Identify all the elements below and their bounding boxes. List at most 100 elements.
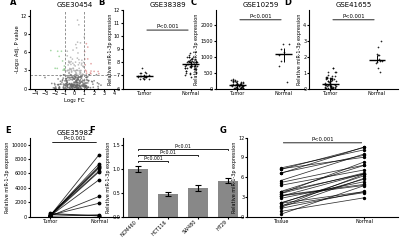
Point (76, 58, 82, 62)
Point (46, 214, 53, 218)
Point (333, 79, 339, 83)
Text: P<0.001: P<0.001 (63, 136, 86, 141)
Point (186, 72, 193, 75)
Point (55, 83, 62, 86)
Point (82, 86, 89, 89)
Point (135, 74, 141, 78)
Point (278, 59, 284, 63)
Point (330, 66, 336, 69)
Point (361, 190, 368, 193)
Point (62, 84, 68, 88)
Point (71, 82, 77, 86)
Point (46, 214, 53, 218)
Point (61, 87, 67, 90)
Point (66, 86, 72, 90)
Point (74, 69, 80, 72)
Point (325, 79, 332, 83)
Point (82, 50, 88, 54)
Point (80, 73, 86, 77)
Point (137, 77, 144, 81)
Point (236, 84, 243, 88)
Point (361, 148, 368, 152)
Point (62, 83, 68, 87)
Point (76, 84, 82, 87)
Point (240, 81, 246, 85)
Point (83, 75, 89, 79)
Point (63, 82, 70, 86)
Point (80, 83, 86, 87)
Point (191, 50, 198, 54)
Point (59, 79, 66, 82)
Point (77, 82, 83, 86)
Point (361, 163, 368, 167)
Point (79, 80, 86, 84)
Point (69, 57, 76, 61)
Point (328, 86, 334, 90)
Point (228, 83, 235, 86)
Point (61, 73, 67, 77)
Point (277, 205, 284, 209)
Point (72, 85, 79, 89)
Text: P<0.001: P<0.001 (342, 14, 365, 19)
Point (71, 83, 78, 87)
Point (66, 71, 72, 74)
Point (332, 69, 339, 73)
Point (71, 69, 77, 72)
Point (76, 85, 83, 89)
Point (84, 87, 90, 90)
Point (325, 80, 332, 84)
Point (73, 71, 80, 75)
Point (69, 83, 75, 87)
Title: GSE30454: GSE30454 (56, 2, 93, 8)
Point (68, 76, 74, 80)
Point (328, 85, 334, 89)
Text: F: F (90, 126, 95, 135)
Title: GSE35982: GSE35982 (56, 130, 93, 136)
Point (190, 64, 197, 68)
Point (96, 194, 102, 198)
Title: GSE41655: GSE41655 (335, 2, 372, 8)
Point (141, 74, 148, 78)
Point (71, 82, 77, 86)
Point (187, 61, 193, 64)
Point (361, 153, 368, 157)
Point (56, 86, 63, 90)
Point (361, 172, 368, 176)
Point (143, 71, 150, 75)
Point (64, 77, 70, 81)
Point (67, 67, 74, 71)
Text: E: E (5, 126, 11, 135)
Point (187, 51, 194, 55)
Point (78, 86, 85, 90)
Point (333, 84, 339, 88)
Point (277, 181, 284, 184)
Point (46, 215, 53, 218)
Point (76, 75, 82, 79)
Point (81, 79, 88, 82)
Point (54, 83, 61, 87)
Point (79, 79, 85, 83)
Point (80, 65, 87, 69)
Point (61, 84, 67, 88)
Point (322, 83, 328, 87)
Point (74, 81, 80, 84)
Point (361, 180, 368, 183)
Point (361, 145, 368, 149)
Point (64, 68, 71, 72)
Point (48, 49, 54, 52)
Bar (188, 188, 208, 217)
Point (332, 85, 338, 89)
Point (79, 58, 85, 62)
Point (190, 60, 197, 64)
Point (326, 84, 333, 88)
Point (67, 87, 73, 90)
Point (88, 69, 94, 73)
Point (376, 59, 383, 63)
Point (95, 86, 102, 90)
Point (61, 64, 68, 68)
Point (75, 75, 82, 79)
Point (72, 84, 78, 87)
Point (46, 214, 53, 218)
Point (374, 53, 381, 57)
Point (73, 80, 79, 84)
